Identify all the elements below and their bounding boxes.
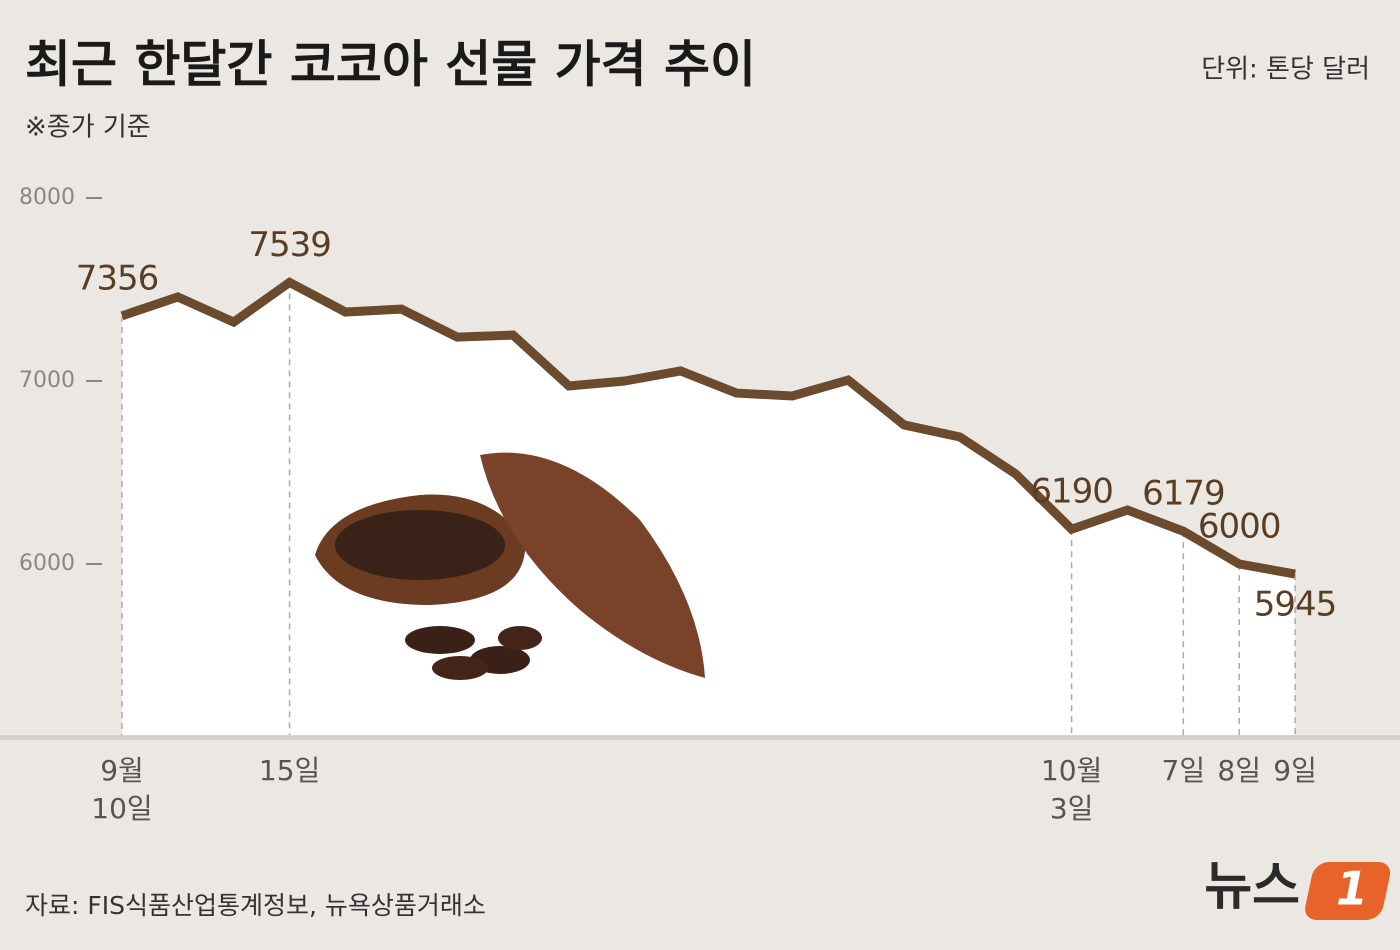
cocoa-illustration <box>315 452 705 680</box>
brand-badge <box>1305 862 1391 920</box>
y-tick-label: 8000 <box>19 185 75 210</box>
data-label: 7356 <box>76 258 159 298</box>
area <box>122 282 1296 736</box>
line <box>120 277 1296 579</box>
data-label: 5945 <box>1254 585 1337 625</box>
y-tick-label: 6000 <box>19 551 75 576</box>
bean <box>498 626 542 650</box>
brand-mark: 1 <box>1336 862 1368 916</box>
brand-text: 뉴스 <box>1204 857 1300 917</box>
x-tick-label: 15일 <box>259 754 320 787</box>
x-tick-label: 10월 3일 <box>1041 754 1102 825</box>
bean <box>432 656 488 680</box>
x-tick-label: 7일 <box>1162 754 1206 787</box>
source: 자료: FIS식품산업통계정보, 뉴욕상품거래소 <box>25 891 486 920</box>
chart-title: 최근 한달간 코코아 선물 가격 추이 <box>25 36 756 94</box>
x-tick-label: 9일 <box>1273 754 1317 787</box>
bean <box>405 626 475 654</box>
x-tick-label: 9월 10일 <box>91 754 152 825</box>
logo: 뉴스 1 <box>1204 857 1391 920</box>
y-tick-label: 7000 <box>19 368 75 393</box>
baseline <box>0 735 1400 741</box>
data-label: 7539 <box>248 225 331 265</box>
chart-subtitle: ※종가 기준 <box>25 113 151 143</box>
unit-label: 단위: 톤당 달러 <box>1201 55 1370 85</box>
x-tick-label: 8일 <box>1217 754 1261 787</box>
beans <box>335 510 505 580</box>
plot: 6000 7000 8000 9월 10일 15일 10월 3일 7일 8일 9일 7356 7539… <box>0 185 1400 825</box>
data-label: 6190 <box>1030 472 1113 512</box>
data-label: 6179 <box>1142 474 1225 514</box>
data-label: 6000 <box>1198 507 1281 547</box>
pod-shell <box>480 452 705 678</box>
